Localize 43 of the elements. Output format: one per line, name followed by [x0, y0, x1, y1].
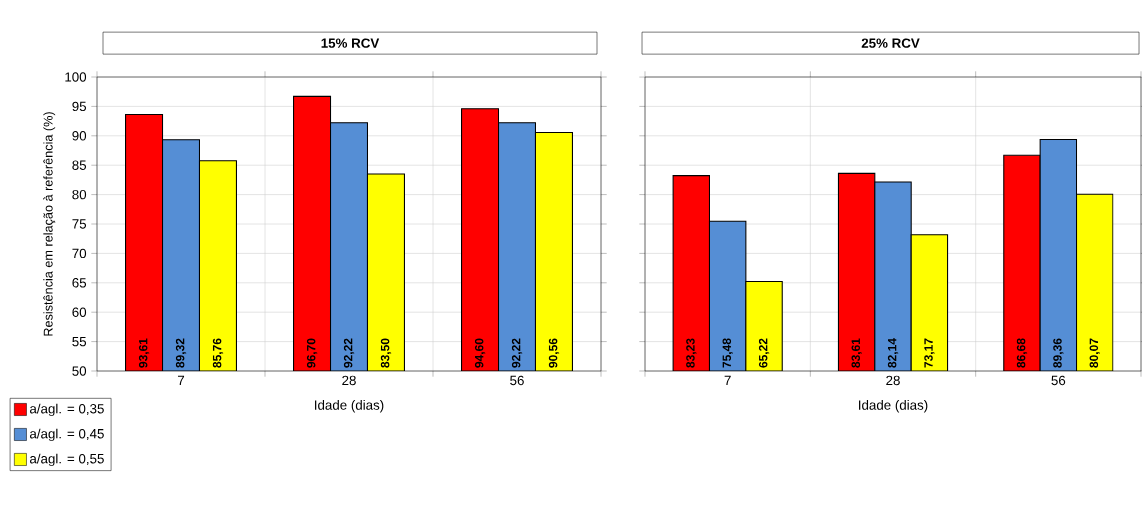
chart-title: 15% RCV [321, 38, 380, 48]
y-tick-label: 100 [65, 72, 87, 82]
x-tick-label: 56 [1051, 375, 1066, 386]
y-tick-label: 70 [72, 248, 87, 259]
legend-label: a/agl. = 0,35 [29, 403, 104, 417]
y-tick-label: 50 [72, 366, 87, 376]
x-tick-label: 7 [724, 375, 731, 385]
data-label: 93,61 [138, 338, 150, 368]
data-label: 92,22 [511, 338, 523, 368]
x-tick-label: 28 [342, 375, 356, 386]
x-tick-label: 28 [886, 375, 900, 386]
data-label: 83,61 [851, 338, 862, 368]
data-label: 83,23 [686, 338, 697, 368]
data-label: 80,07 [1089, 338, 1100, 368]
x-axis-title: Idade (dias) [315, 400, 384, 413]
y-tick-label: 95 [72, 101, 87, 112]
y-tick-label: 65 [72, 278, 87, 288]
data-label: 75,48 [722, 338, 733, 368]
legend-label: a/agl. = 0,55 [29, 453, 104, 467]
legend-label: a/agl. = 0,45 [29, 428, 104, 442]
y-tick-label: 60 [72, 307, 87, 317]
y-tick-label: 90 [72, 131, 87, 141]
x-axis-title: Idade (dias) [859, 400, 928, 413]
data-label: 73,17 [924, 338, 935, 368]
x-tick-label: 56 [510, 375, 524, 386]
y-axis-title: Resistência em relação à referência (%) [43, 112, 56, 336]
y-tick-label: 75 [72, 219, 87, 229]
data-label: 65,22 [758, 338, 770, 368]
data-label: 92,22 [343, 338, 355, 368]
data-label: 83,50 [380, 338, 392, 368]
data-label: 96,70 [306, 338, 318, 368]
data-label: 89,32 [175, 338, 187, 368]
y-tick-label: 55 [72, 336, 87, 347]
data-label: 82,14 [887, 338, 899, 368]
y-tick-label: 85 [72, 160, 87, 170]
data-label: 86,68 [1016, 338, 1028, 368]
data-label: 85,76 [212, 338, 224, 368]
y-tick-label: 80 [72, 189, 87, 200]
data-label: 90,56 [548, 338, 560, 368]
x-tick-label: 7 [177, 375, 185, 385]
data-label: 94,60 [474, 338, 486, 368]
data-label: 89,36 [1053, 338, 1064, 368]
chart-title: 25% RCV [861, 38, 920, 48]
